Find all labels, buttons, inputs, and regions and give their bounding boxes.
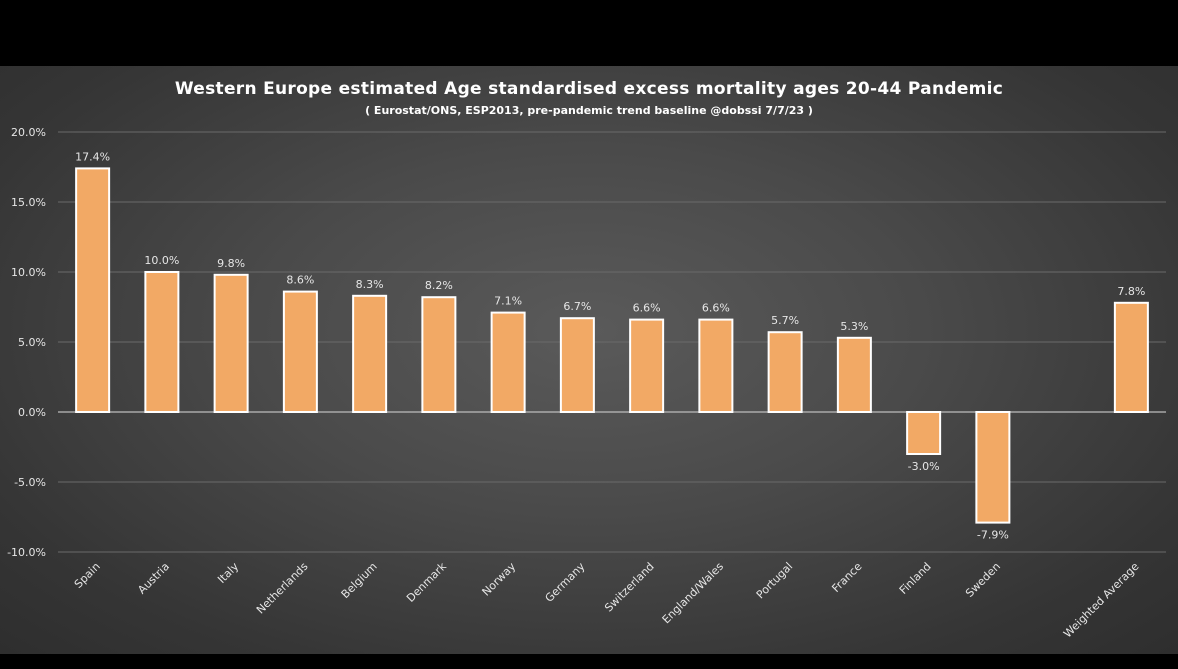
bar — [282, 290, 318, 414]
x-axis-ticks: Spain Austria Italy Netherlands Belgium Denma… — [72, 559, 1142, 640]
y-tick-label: 20.0% — [11, 126, 46, 139]
bar — [698, 318, 734, 414]
bars — [75, 167, 1149, 524]
y-tick-label: 10.0% — [11, 266, 46, 279]
bar — [490, 311, 526, 414]
x-tick-label: Belgium — [339, 560, 380, 601]
x-tick-label: Netherlands — [254, 560, 311, 617]
y-axis-ticks: 20.0% 15.0% 10.0% 5.0% 0.0% -5.0% -10.0% — [7, 126, 46, 559]
data-label: 10.0% — [144, 254, 179, 267]
data-label: 8.3% — [356, 278, 384, 291]
data-labels: 17.4% 10.0% 9.8% 8.6% 8.3% 8.2% 7.1% 6.7% 6.6% 6.… — [75, 150, 1145, 541]
data-label: -3.0% — [908, 460, 940, 473]
x-tick-label: France — [829, 560, 864, 595]
x-tick-label: Switzerland — [602, 560, 657, 615]
chart-title: Western Europe estimated Age standardise… — [174, 79, 1004, 99]
y-tick-label: 5.0% — [18, 336, 46, 349]
bar — [767, 331, 803, 414]
x-tick-label: Sweden — [963, 560, 1003, 600]
data-label: 17.4% — [75, 150, 110, 163]
y-tick-label: -10.0% — [7, 546, 46, 559]
y-tick-label: 15.0% — [11, 196, 46, 209]
bar — [352, 294, 388, 413]
x-tick-label: England/Wales — [660, 560, 727, 627]
x-tick-label: Norway — [480, 560, 519, 599]
bar — [629, 318, 665, 414]
x-tick-label: Germany — [543, 560, 588, 605]
bar — [1113, 301, 1149, 413]
y-tick-label: -5.0% — [14, 476, 46, 489]
bar — [144, 271, 180, 413]
data-label: 8.6% — [286, 274, 314, 287]
bar — [421, 296, 457, 414]
data-label: 6.6% — [633, 302, 661, 315]
x-tick-label: Spain — [72, 560, 103, 591]
data-label: 5.7% — [771, 314, 799, 327]
bar — [906, 411, 942, 455]
data-label: 6.6% — [702, 302, 730, 315]
data-label: 7.1% — [494, 295, 522, 308]
chart-subtitle: ( Eurostat/ONS, ESP2013, pre-pandemic tr… — [365, 104, 813, 117]
bar — [975, 411, 1011, 524]
x-tick-label: Weighted Average — [1061, 560, 1142, 641]
data-label: -7.9% — [977, 529, 1009, 542]
data-label: 8.2% — [425, 279, 453, 292]
data-label: 7.8% — [1117, 285, 1145, 298]
data-label: 5.3% — [840, 320, 868, 333]
x-tick-label: Italy — [215, 560, 241, 586]
y-tick-label: 0.0% — [18, 406, 46, 419]
bar — [75, 167, 111, 413]
bar — [213, 273, 249, 413]
x-tick-label: Denmark — [404, 559, 449, 604]
bar — [559, 317, 595, 414]
data-label: 6.7% — [563, 300, 591, 313]
x-tick-label: Portugal — [754, 560, 795, 601]
x-tick-label: Finland — [897, 560, 934, 597]
x-tick-label: Austria — [135, 560, 172, 597]
bar — [836, 336, 872, 413]
data-label: 9.8% — [217, 257, 245, 270]
